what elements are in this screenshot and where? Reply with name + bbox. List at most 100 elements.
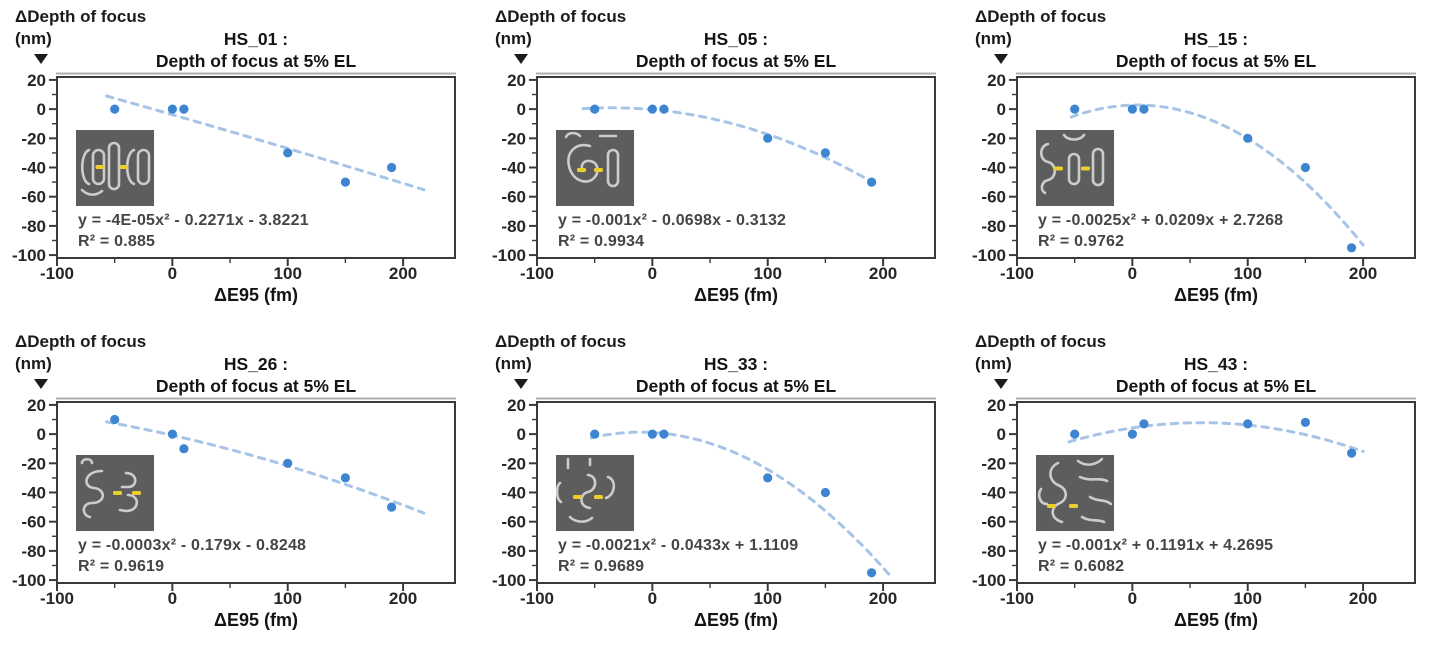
- y-tick-label: 20: [987, 71, 1006, 90]
- y-tick-label: -20: [501, 454, 526, 473]
- y-tick-label: -60: [21, 188, 46, 207]
- sem-pattern-shape: [606, 148, 620, 188]
- x-tick-label: 0: [648, 264, 657, 283]
- y-tick-label: -80: [501, 542, 526, 561]
- chart-title-series: HS_15 :: [1183, 29, 1249, 49]
- chart-title: HS_43 : Depth of focus at 5% EL: [1017, 353, 1415, 397]
- y-axis-label: ΔDepth of focus (nm): [975, 6, 1106, 64]
- sem-pattern-shape: [107, 141, 121, 191]
- x-tick-label: 200: [869, 589, 897, 608]
- y-tick-label: -40: [21, 484, 46, 503]
- x-tick-label: 200: [389, 589, 417, 608]
- trendline: [589, 430, 891, 576]
- data-point: [590, 104, 600, 114]
- data-point: [590, 429, 600, 439]
- down-triangle-icon: [994, 54, 1008, 64]
- y-tick-label: -40: [981, 159, 1006, 178]
- data-point: [1070, 429, 1080, 439]
- chart-title: HS_26 : Depth of focus at 5% EL: [57, 353, 455, 397]
- down-triangle-icon: [994, 379, 1008, 389]
- x-tick-label: -100: [40, 264, 74, 283]
- x-tick-label: 100: [754, 589, 782, 608]
- sem-pattern-shape: [136, 148, 151, 186]
- y-axis-label-line1: ΔDepth of focus: [495, 7, 627, 26]
- fit-annotation: y = -4E-05x² - 0.2271x - 3.8221 R² = 0.8…: [78, 210, 309, 252]
- data-point: [1243, 133, 1253, 143]
- data-point: [820, 148, 830, 158]
- y-tick-label: -60: [501, 513, 526, 532]
- fit-annotation: y = -0.0021x² - 0.0433x + 1.1109 R² = 0.…: [558, 535, 798, 577]
- x-tick-label: 100: [1234, 589, 1262, 608]
- chart-title-subtitle: Depth of focus at 5% EL: [1115, 51, 1317, 71]
- y-tick-label: -40: [21, 159, 46, 178]
- chart-panel: 20 0 -20 -40 -60 -80 -100 -100 0 100 200 ΔDepth of…: [960, 325, 1440, 637]
- y-tick-label: -60: [981, 188, 1006, 207]
- r-squared-text: R² = 0.9762: [1038, 233, 1125, 250]
- data-point: [110, 414, 120, 425]
- y-tick-label: 0: [37, 100, 46, 119]
- measurement-marker: [113, 491, 122, 495]
- x-tick-label: 200: [389, 264, 417, 283]
- x-tick-label: 200: [1349, 589, 1377, 608]
- equation-text: y = -0.001x² + 0.1191x + 4.2695: [1038, 537, 1274, 554]
- x-axis-label: ΔE95 (fm): [214, 285, 298, 305]
- x-tick-label: 0: [168, 589, 177, 608]
- equation-text: y = -0.0021x² - 0.0433x + 1.1109: [558, 537, 799, 554]
- y-tick-label: 0: [517, 100, 526, 119]
- x-tick-label: -100: [1000, 589, 1034, 608]
- y-axis-label-line2: (nm): [975, 354, 1012, 373]
- chart-title-series: HS_05 :: [703, 29, 769, 49]
- y-tick-label: -80: [21, 217, 46, 236]
- chart-title: HS_01 : Depth of focus at 5% EL: [57, 28, 455, 72]
- y-tick-label: 0: [517, 425, 526, 444]
- x-tick-label: 200: [1349, 264, 1377, 283]
- y-axis-label: ΔDepth of focus (nm): [975, 331, 1106, 389]
- data-point: [1139, 104, 1149, 114]
- plot-area: 200-20-40-60-80-100-100 0 100 200: [12, 71, 456, 283]
- measurement-marker: [119, 165, 128, 169]
- data-point: [647, 104, 657, 114]
- x-tick-label: 100: [274, 589, 302, 608]
- x-tick-label: -100: [520, 264, 554, 283]
- r-squared-text: R² = 0.9689: [558, 558, 645, 575]
- x-tick-label: 100: [1234, 264, 1262, 283]
- y-tick-label: -60: [501, 188, 526, 207]
- y-axis-label-line1: ΔDepth of focus: [975, 332, 1107, 351]
- chart-title-subtitle: Depth of focus at 5% EL: [635, 51, 837, 71]
- y-tick-label: -80: [21, 542, 46, 561]
- sem-pattern-image: [556, 130, 634, 206]
- chart-title-series: HS_43 :: [1183, 354, 1249, 374]
- x-tick-label: 100: [754, 264, 782, 283]
- sem-inset-image: [76, 130, 154, 206]
- data-point: [659, 104, 669, 114]
- x-tick-label: 0: [648, 589, 657, 608]
- sem-inset-image: [1036, 130, 1114, 206]
- measurement-marker: [1069, 504, 1078, 508]
- measurement-marker: [573, 495, 582, 499]
- y-axis-label-line2: (nm): [15, 354, 52, 373]
- y-tick-label: -40: [501, 484, 526, 503]
- x-tick-label: -100: [40, 589, 74, 608]
- y-tick-label: -100: [972, 246, 1006, 265]
- data-point: [1243, 419, 1253, 429]
- y-axis-label-line2: (nm): [495, 354, 532, 373]
- trendline: [105, 94, 426, 192]
- x-axis-label: ΔE95 (fm): [1174, 610, 1258, 630]
- x-tick-label: 0: [168, 264, 177, 283]
- y-axis-label-line1: ΔDepth of focus: [15, 332, 147, 351]
- y-axis-label: ΔDepth of focus (nm): [15, 6, 146, 64]
- data-point: [340, 473, 350, 483]
- data-point: [867, 568, 877, 578]
- x-tick-label: 200: [869, 264, 897, 283]
- chart-panel: 20 0 -20 -40 -60 -80 -100 -100 0 100 200 ΔDepth of…: [0, 325, 480, 637]
- chart-title-series: HS_01 :: [223, 29, 289, 49]
- sem-pattern-shape: [1091, 147, 1105, 187]
- sem-inset-image: [1036, 455, 1114, 531]
- data-point: [283, 148, 293, 158]
- chart-title-subtitle: Depth of focus at 5% EL: [635, 376, 837, 396]
- data-point: [340, 177, 350, 187]
- y-tick-label: -40: [981, 484, 1006, 503]
- x-tick-label: 0: [1128, 264, 1137, 283]
- y-tick-label: -20: [981, 129, 1006, 148]
- data-point: [167, 104, 177, 114]
